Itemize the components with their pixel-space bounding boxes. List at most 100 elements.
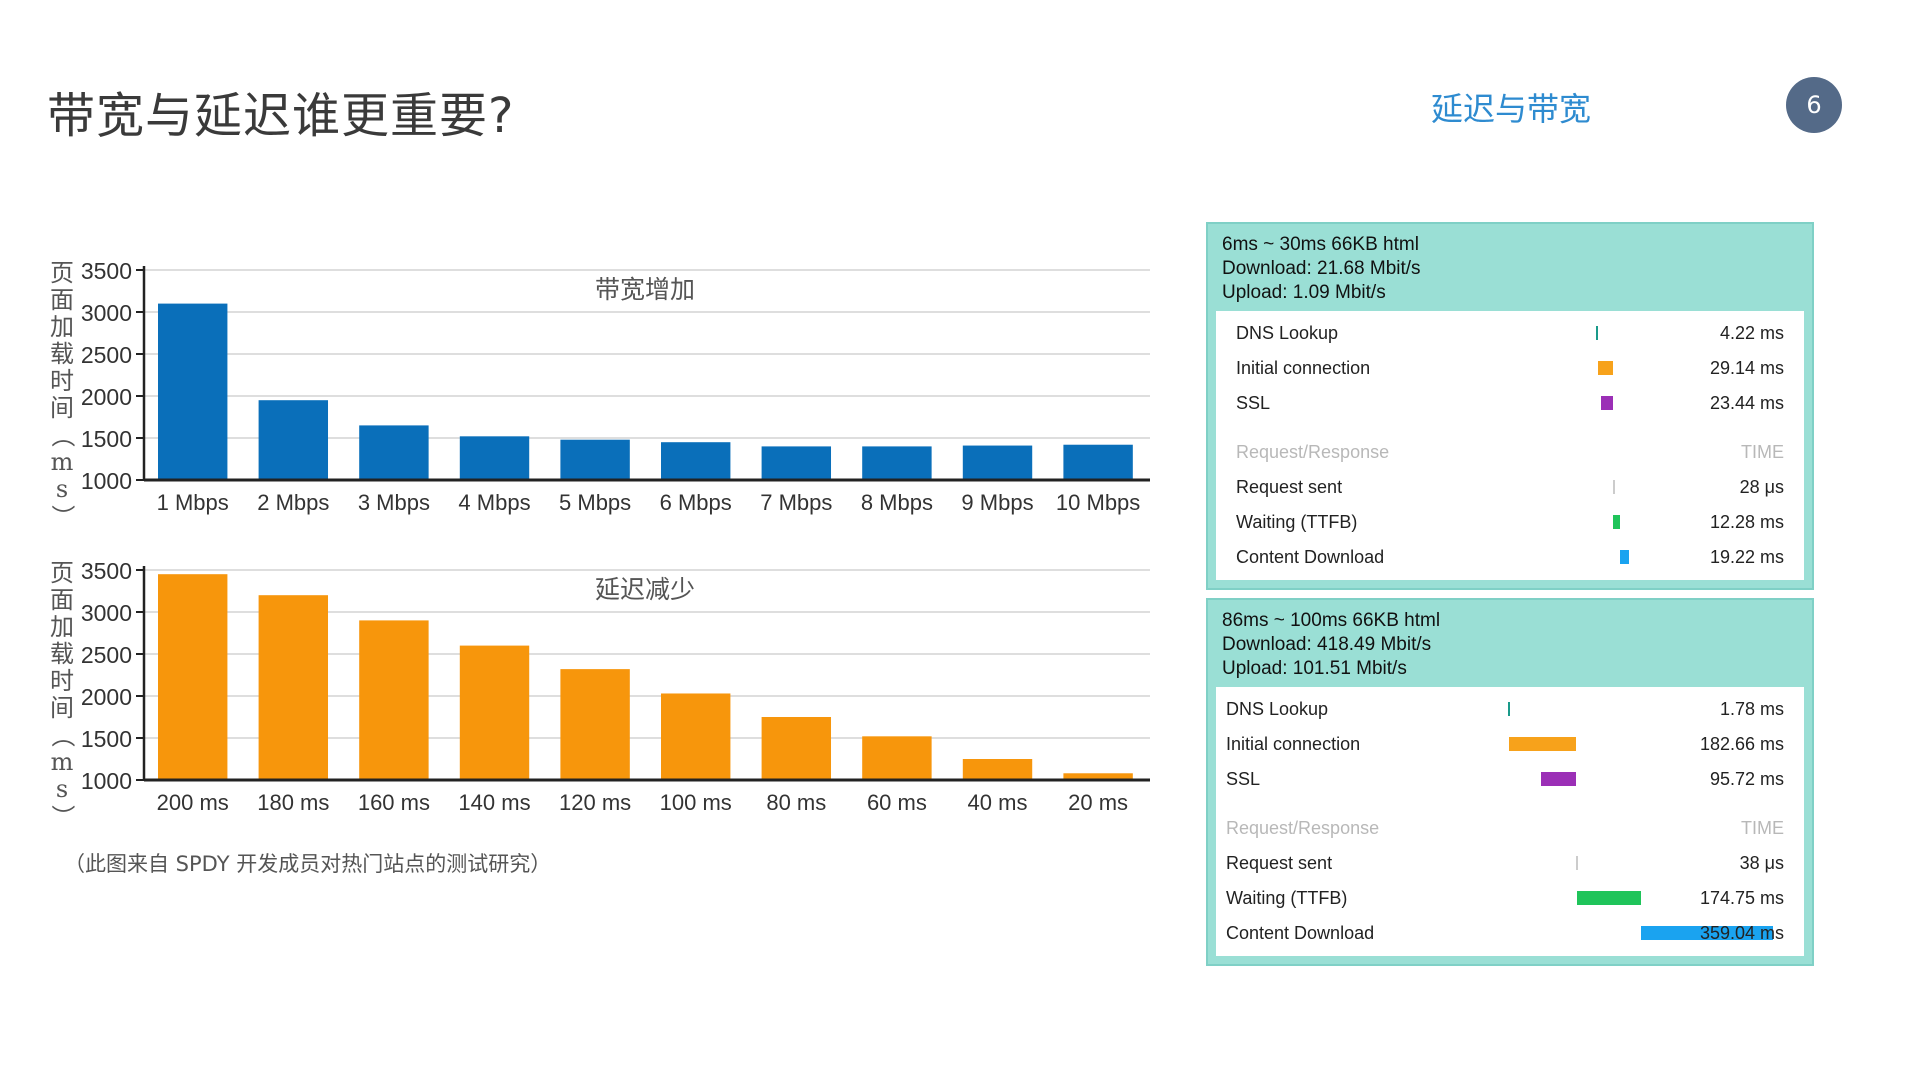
timing-card: DNS Lookup 1.78 ms Initial connection 182.6… [1216, 687, 1804, 956]
timing-row: Request sent 28 μs [1216, 469, 1804, 504]
ylabel-char: 间 [50, 394, 74, 422]
timing-value: 4.22 ms [1719, 323, 1784, 343]
timing-row: Waiting (TTFB) 174.75 ms [1216, 880, 1804, 915]
bar-latency [459, 645, 530, 780]
timing-value: TIME [1741, 818, 1784, 838]
bar-latency [862, 736, 932, 780]
bar-bandwidth [560, 439, 630, 480]
timing-panel-2: 86ms ~ 100ms 66KB html Download: 418.49 M… [1206, 598, 1814, 966]
timing-value: 12.28 ms [1709, 512, 1784, 532]
y-tick-label: 3000 [81, 300, 132, 326]
panel-header-line: Upload: 101.51 Mbit/s [1222, 658, 1407, 679]
timing-row: DNS Lookup 4.22 ms [1216, 315, 1804, 350]
ylabel-char: 时 [50, 367, 74, 395]
x-tick-label: 9 Mbps [961, 490, 1033, 515]
timing-gap [1216, 796, 1804, 810]
timing-row: Initial connection 29.14 ms [1216, 350, 1804, 385]
timing-row: Initial connection 182.66 ms [1216, 726, 1804, 761]
timing-row: Content Download 359.04 ms [1216, 915, 1804, 950]
timing-card: DNS Lookup 4.22 ms Initial connection 29.14… [1216, 311, 1804, 580]
timing-bar [1641, 926, 1774, 940]
bar-latency [661, 693, 731, 780]
bar-latency [962, 759, 1033, 780]
y-tick-label: 3500 [81, 558, 132, 584]
timing-subheader: Request/Response TIME [1216, 434, 1804, 469]
section-label: 延迟与带宽 [1430, 90, 1591, 128]
timing-value: 359.04 ms [1699, 923, 1784, 943]
x-tick-label: 5 Mbps [559, 490, 631, 515]
timing-row: Content Download 19.22 ms [1216, 539, 1804, 574]
x-tick-label: 3 Mbps [358, 490, 430, 515]
timing-label: Request/Response [1236, 442, 1390, 462]
ylabel-char: （ [48, 723, 77, 748]
y-tick-label: 3500 [81, 258, 132, 284]
timing-value: 174.75 ms [1699, 888, 1784, 908]
x-tick-label: 2 Mbps [257, 490, 329, 515]
page-number-badge: 6 [1786, 77, 1842, 133]
y-tick-label: 1500 [81, 426, 132, 452]
source-caption: （此图来自 SPDY 开发成员对热门站点的测试研究） [64, 852, 552, 876]
x-tick-label: 100 ms [660, 790, 732, 815]
timing-bar [1619, 550, 1630, 564]
ylabel-char: 面 [50, 586, 74, 614]
x-tick-label: 140 ms [458, 790, 530, 815]
x-tick-label: 6 Mbps [660, 490, 732, 515]
ylabel-char: ） [48, 504, 77, 529]
bar-bandwidth [158, 303, 228, 480]
timing-label: Waiting (TTFB) [1236, 512, 1358, 532]
bar-latency [761, 717, 832, 780]
timing-label: DNS Lookup [1236, 323, 1339, 343]
ylabel-char: （ [48, 423, 77, 448]
ylabel-char: m [50, 448, 74, 476]
timing-label: Initial connection [1226, 734, 1361, 754]
charts-svg: 1000 1500 2000 2500 3000 3500 1 Mbps 2 Mbps 3 Mb… [81, 258, 1150, 815]
timing-bar [1598, 361, 1613, 375]
timing-gap [1216, 420, 1804, 434]
timing-label: Request sent [1236, 477, 1343, 497]
bar-bandwidth [862, 446, 932, 480]
timing-row: SSL 23.44 ms [1216, 385, 1804, 420]
panel-header: 86ms ~ 100ms 66KB html Download: 418.49 M… [1208, 600, 1812, 687]
y-tick-label: 1000 [81, 468, 132, 494]
timing-bar [1613, 515, 1620, 529]
panel-header-line: 86ms ~ 100ms 66KB html [1222, 610, 1441, 631]
timing-bar [1576, 891, 1642, 905]
timing-row: SSL 95.72 ms [1216, 761, 1804, 796]
x-tick-label: 4 Mbps [458, 490, 530, 515]
timing-row: Request sent 38 μs [1216, 845, 1804, 880]
ylabel-char: ） [48, 804, 77, 829]
timing-label: SSL [1236, 393, 1271, 413]
timing-label: Request sent [1226, 853, 1333, 873]
chart-title: 带宽增加 [595, 275, 695, 304]
x-tick-label: 1 Mbps [157, 490, 229, 515]
y-tick-label: 2000 [81, 384, 132, 410]
bar-latency [1063, 773, 1133, 780]
x-tick-label: 20 ms [1068, 790, 1128, 815]
bar-charts: 页面加载时间（m s） 页面加载时间（m s） 1000 1500 2000 2500 30… [30, 240, 1180, 829]
chart-title: 延迟减少 [595, 575, 695, 604]
timing-bar [1596, 326, 1599, 340]
ylabel-char: m [50, 748, 74, 776]
x-tick-label: 80 ms [766, 790, 826, 815]
timing-label: Content Download [1226, 923, 1375, 943]
panel-header: 6ms ~ 30ms 66KB html Download: 21.68 Mbit… [1208, 224, 1812, 311]
timing-bar [1540, 772, 1576, 786]
x-tick-label: 8 Mbps [861, 490, 933, 515]
timing-panel-1: 6ms ~ 30ms 66KB html Download: 21.68 Mbit… [1206, 222, 1814, 590]
timing-label: DNS Lookup [1226, 699, 1329, 719]
timing-row: DNS Lookup 1.78 ms [1216, 691, 1804, 726]
panel-header-line: Download: 418.49 Mbit/s [1222, 634, 1432, 655]
timing-bar [1612, 480, 1615, 494]
timing-value: 19.22 ms [1709, 547, 1784, 567]
bar-bandwidth [1063, 444, 1133, 480]
bar-bandwidth [661, 442, 731, 480]
timing-value: TIME [1741, 442, 1784, 462]
ylabel-char: s [55, 775, 69, 803]
x-tick-label: 60 ms [867, 790, 927, 815]
ylabel-char: 载 [50, 340, 74, 368]
ylabel-char: 面 [50, 286, 74, 314]
ylabel-char: 间 [50, 694, 74, 722]
bar-latency [560, 669, 630, 780]
x-tick-label: 7 Mbps [760, 490, 832, 515]
timing-bar [1600, 396, 1613, 410]
